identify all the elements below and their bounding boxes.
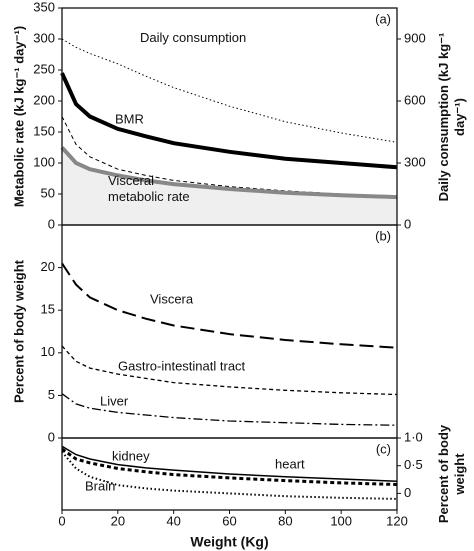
y-tick-label: 0 xyxy=(48,216,55,231)
y2-tick-label: 600 xyxy=(404,92,426,107)
series-label: Gastro-intestinatl tract xyxy=(118,358,246,373)
panel-label: (c) xyxy=(376,441,391,456)
x-tick-label: 0 xyxy=(58,513,65,528)
y2-axis-title: Daily consumption (kJ kg⁻¹ day⁻¹) xyxy=(436,32,467,201)
x-axis-title: Weight (Kg) xyxy=(190,534,268,550)
panel-label: (b) xyxy=(375,228,391,243)
series-label: Visceral metabolic rate xyxy=(108,173,190,204)
line xyxy=(61,345,398,396)
y-tick-label: 200 xyxy=(33,92,55,107)
y-tick-label: 50 xyxy=(41,185,55,200)
y-axis-title: Percent of body weight xyxy=(11,259,26,403)
line xyxy=(61,447,398,486)
x-tick-label: 40 xyxy=(166,513,180,528)
x-tick-label: 120 xyxy=(386,513,408,528)
y-axis-title: Metabolic rate (kJ kg⁻¹ day⁻¹) xyxy=(11,26,26,207)
line xyxy=(60,146,398,200)
y-tick-label: 0 xyxy=(48,429,55,444)
y-tick-label: 15 xyxy=(41,302,55,317)
line xyxy=(61,445,398,482)
line xyxy=(61,262,398,349)
series-label: Brain xyxy=(85,478,115,493)
y2-axis-title: Percent of body weight xyxy=(436,424,467,524)
y2-tick-label: 900 xyxy=(404,30,426,45)
y2-tick-label: 0·5 xyxy=(404,457,423,472)
y-tick-label: 150 xyxy=(33,123,55,138)
y-tick-label: 300 xyxy=(33,30,55,45)
area xyxy=(62,147,397,225)
y-tick-label: 100 xyxy=(33,154,55,169)
x-tick-label: 100 xyxy=(330,513,352,528)
series-label: Viscera xyxy=(150,291,194,306)
series-label: BMR xyxy=(115,111,144,126)
y2-tick-label: 300 xyxy=(404,154,426,169)
y2-tick-label: 0 xyxy=(404,216,411,231)
x-tick-label: 80 xyxy=(278,513,292,528)
series-label: heart xyxy=(275,456,305,471)
y2-tick-label: 1·0 xyxy=(404,429,423,444)
series-label: Daily consumption xyxy=(140,30,247,45)
line xyxy=(61,393,398,426)
series-label: Liver xyxy=(100,393,129,408)
y-tick-label: 250 xyxy=(33,61,55,76)
panel-label: (a) xyxy=(375,11,391,26)
x-tick-label: 60 xyxy=(222,513,236,528)
series-label: kidney xyxy=(112,448,150,463)
y-tick-label: 10 xyxy=(41,344,55,359)
y-tick-label: 5 xyxy=(48,387,55,402)
y-tick-label: 350 xyxy=(33,0,55,14)
line xyxy=(61,451,398,500)
y2-tick-label: 0 xyxy=(404,485,411,500)
line xyxy=(60,72,398,170)
x-tick-label: 20 xyxy=(111,513,125,528)
y-tick-label: 20 xyxy=(41,259,55,274)
